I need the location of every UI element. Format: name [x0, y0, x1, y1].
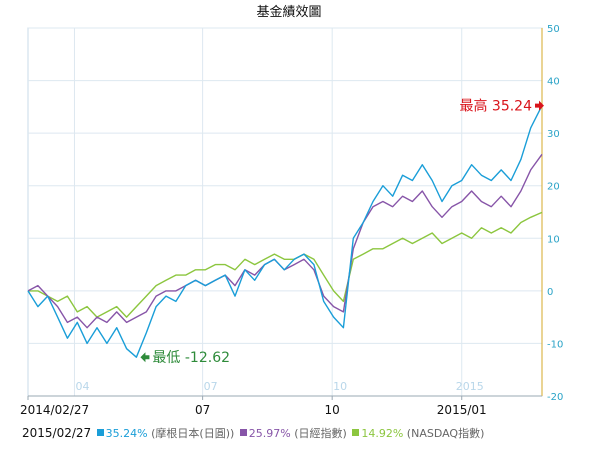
legend-name: (摩根日本(日圓)) [151, 427, 235, 440]
y-tick-label: 50 [547, 24, 560, 35]
x-tick-label: 10 [325, 403, 340, 417]
x-tick-label: 2014/02/27 [20, 403, 89, 417]
y-tick-labels: -20 -10 0 10 20 30 40 50 [547, 24, 563, 403]
min-annotation-label: 最低 -12.62 [152, 350, 230, 366]
min-annotation-value: -12.62 [185, 350, 230, 366]
max-annotation-label: 最高 35.24 [459, 98, 532, 115]
legend: 2015/02/27 35.24% (摩根日本(日圓)) 25.97% (日經指… [22, 425, 484, 441]
legend-date: 2015/02/27 [22, 426, 92, 440]
legend-value: 25.97% [248, 427, 291, 440]
x-tick-label: 07 [195, 403, 210, 417]
annotations: 最高 35.24 最低 -12.62 [140, 98, 544, 366]
legend-item-nikkei[interactable]: 25.97% (日經指數) [239, 425, 347, 441]
legend-item-nasdaq[interactable]: 14.92% (NASDAQ指數) [352, 425, 484, 441]
series-lines [27, 105, 543, 358]
legend-swatch [96, 429, 104, 436]
max-annotation-value: 35.24 [492, 99, 532, 115]
y-tick-label: -10 [547, 339, 563, 350]
plot-area [27, 27, 543, 397]
legend-swatch [239, 429, 247, 436]
y-tick-label: 0 [547, 287, 553, 298]
legend-name: (日經指數) [294, 427, 347, 440]
x-tick-label: 2015/01 [437, 403, 487, 417]
legend-value: 35.24% [105, 427, 148, 440]
inner-month-label: 10 [333, 380, 347, 393]
inner-month-label: 07 [204, 380, 218, 393]
legend-swatch [352, 429, 360, 436]
y-tick-label: -20 [547, 392, 563, 403]
series-line [27, 105, 543, 358]
y-tick-label: 30 [547, 129, 560, 140]
inner-month-label: 2015 [456, 380, 484, 393]
y-tick-label: 10 [547, 234, 560, 245]
y-tick-label: 40 [547, 77, 560, 88]
chart-title: 基金績效圖 [256, 4, 321, 20]
max-annotation-word: 最高 [459, 98, 491, 115]
legend-item-jpmorgan-japan[interactable]: 35.24% (摩根日本(日圓)) [96, 425, 235, 441]
legend-name: (NASDAQ指數) [406, 427, 485, 440]
x-tick-labels: 2014/02/27 07 10 2015/01 [20, 396, 487, 417]
inner-month-labels: 04 07 10 2015 [75, 380, 483, 393]
y-tick-label: 20 [547, 182, 560, 193]
max-arrow-icon [535, 100, 544, 111]
inner-month-label: 04 [75, 380, 89, 393]
min-annotation-word: 最低 [152, 350, 184, 366]
min-arrow-icon [140, 352, 150, 363]
legend-value: 14.92% [361, 427, 404, 440]
series-line [28, 211, 543, 318]
